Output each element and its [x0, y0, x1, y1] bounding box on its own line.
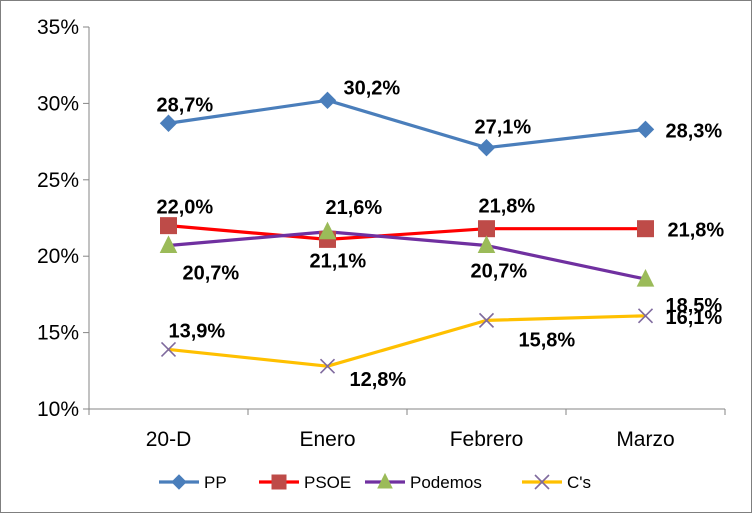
x-marker-stroke: [534, 474, 550, 490]
data-point: [637, 308, 654, 324]
x-marker-stroke: [637, 308, 654, 324]
data-point: [318, 221, 337, 240]
x-tick-label: Enero: [299, 428, 355, 451]
data-labels: 28,7% 30,2% 27,1% 28,3% 22,0% 21,1% 21,8% 21,8%…: [157, 77, 725, 391]
data-label: 21,1%: [310, 250, 367, 272]
data-label: 28,3%: [666, 120, 723, 142]
legend-swatch-marker: [171, 474, 187, 490]
legend: PP PSOE Podemos C's: [159, 472, 591, 492]
y-tick-label: 15%: [37, 322, 79, 345]
data-point: [477, 235, 496, 254]
legend-label: PSOE: [304, 473, 351, 492]
data-point: [636, 269, 655, 287]
legend-label: Podemos: [410, 473, 482, 492]
legend-swatch-marker: [534, 474, 550, 490]
data-point: [477, 139, 496, 157]
legend-swatch-marker: [377, 472, 393, 489]
data-point: [636, 120, 655, 139]
data-label: 21,8%: [668, 220, 725, 242]
legend-swatch-marker: [271, 474, 287, 490]
series-line-pp: [168, 98, 646, 150]
data-label: 13,9%: [169, 320, 226, 342]
data-label: 30,2%: [344, 77, 401, 99]
x-marker-stroke: [478, 312, 495, 328]
data-point: [478, 220, 495, 238]
data-point: [159, 235, 178, 254]
y-tick-label: 30%: [37, 92, 79, 115]
data-label: 20,7%: [471, 261, 528, 283]
data-label: 21,8%: [479, 196, 536, 218]
data-label: 16,1%: [666, 307, 723, 329]
data-point: [478, 312, 495, 328]
data-point: [319, 358, 336, 374]
data-point: [318, 91, 337, 110]
data-point: [159, 114, 178, 132]
x-tick-label: Marzo: [616, 428, 674, 451]
data-label: 28,7%: [157, 94, 214, 116]
x-tick-label: 20-D: [146, 428, 192, 451]
data-label: 27,1%: [475, 117, 532, 139]
data-point: [160, 341, 177, 357]
axes: 10% 15% 20% 25% 30% 35% 20-D Enero Febrero Marzo: [37, 16, 726, 451]
data-label: 21,6%: [326, 197, 383, 219]
series-line-psoe: [168, 224, 646, 241]
y-tick-label: 35%: [37, 16, 79, 39]
x-tick-label: Febrero: [450, 428, 524, 451]
data-label: 20,7%: [183, 263, 240, 285]
data-label: 12,8%: [350, 369, 407, 391]
series-line-podemos: [168, 230, 646, 281]
series-lines: [168, 98, 646, 368]
series-line-cs: [168, 314, 646, 368]
series-markers: [159, 91, 655, 374]
y-tick-label: 25%: [37, 169, 79, 192]
data-label: 22,0%: [157, 197, 214, 219]
data-label: 15,8%: [519, 329, 576, 351]
x-marker-stroke: [160, 341, 177, 357]
x-marker-stroke: [319, 358, 336, 374]
data-point: [160, 217, 177, 235]
y-tick-label: 10%: [37, 398, 79, 421]
y-tick-label: 20%: [37, 245, 79, 268]
legend-label: PP: [204, 473, 227, 492]
legend-label: C's: [567, 473, 591, 492]
data-label: 18,5%: [666, 295, 723, 317]
data-point: [637, 220, 654, 238]
